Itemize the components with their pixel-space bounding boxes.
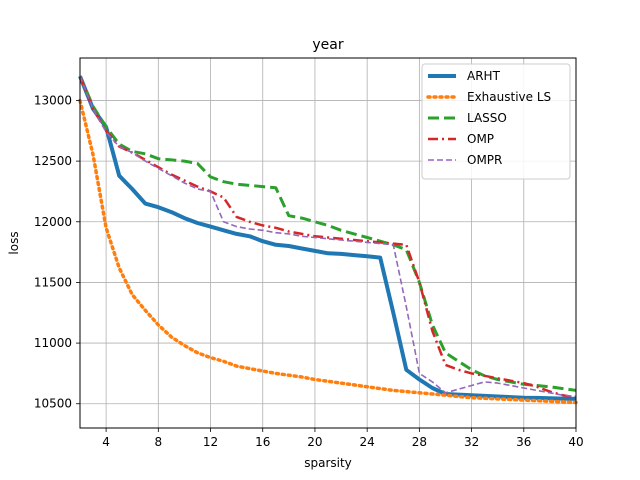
series-line-exhaustive-ls: [78, 98, 578, 405]
y-tick-label: 11500: [34, 275, 72, 289]
y-tick-label: 10500: [34, 397, 72, 411]
legend: ARHT Exhaustive LS LASSO OMP OMPR: [421, 63, 571, 180]
y-tick-label: 13000: [34, 93, 72, 107]
y-tick-label: 11000: [34, 336, 72, 350]
legend-entry-label: ARHT: [467, 69, 501, 83]
x-axis-label: sparsity: [304, 456, 352, 470]
y-axis-ticks: 10500 11000 11500 12000 12500 13000: [34, 93, 80, 411]
x-tick-label: 36: [516, 435, 531, 449]
series-lines: [78, 75, 578, 405]
x-tick-label: 40: [568, 435, 583, 449]
legend-entry-label: OMP: [467, 132, 494, 146]
x-tick-label: 8: [154, 435, 162, 449]
x-tick-label: 24: [360, 435, 375, 449]
x-tick-label: 4: [102, 435, 110, 449]
legend-entry-label: OMPR: [467, 153, 502, 167]
legend-entry-label: Exhaustive LS: [467, 90, 551, 104]
y-axis-label: loss: [7, 231, 21, 254]
x-axis-ticks: 4 8 12 16 20 24 28 32 36 40: [102, 428, 584, 449]
series-line-omp: [78, 75, 577, 399]
series-line-arht: [78, 75, 577, 401]
y-tick-label: 12500: [34, 154, 72, 168]
legend-box: [421, 63, 571, 180]
legend-entry-label: LASSO: [467, 111, 507, 125]
y-tick-label: 12000: [34, 215, 72, 229]
plot-frame: [79, 57, 577, 429]
x-tick-label: 12: [203, 435, 218, 449]
x-tick-label: 16: [255, 435, 270, 449]
chart-title: year: [312, 37, 343, 53]
series-line-ompr: [79, 75, 577, 398]
x-tick-label: 32: [464, 435, 479, 449]
x-tick-label: 20: [307, 435, 322, 449]
x-tick-label: 28: [412, 435, 427, 449]
